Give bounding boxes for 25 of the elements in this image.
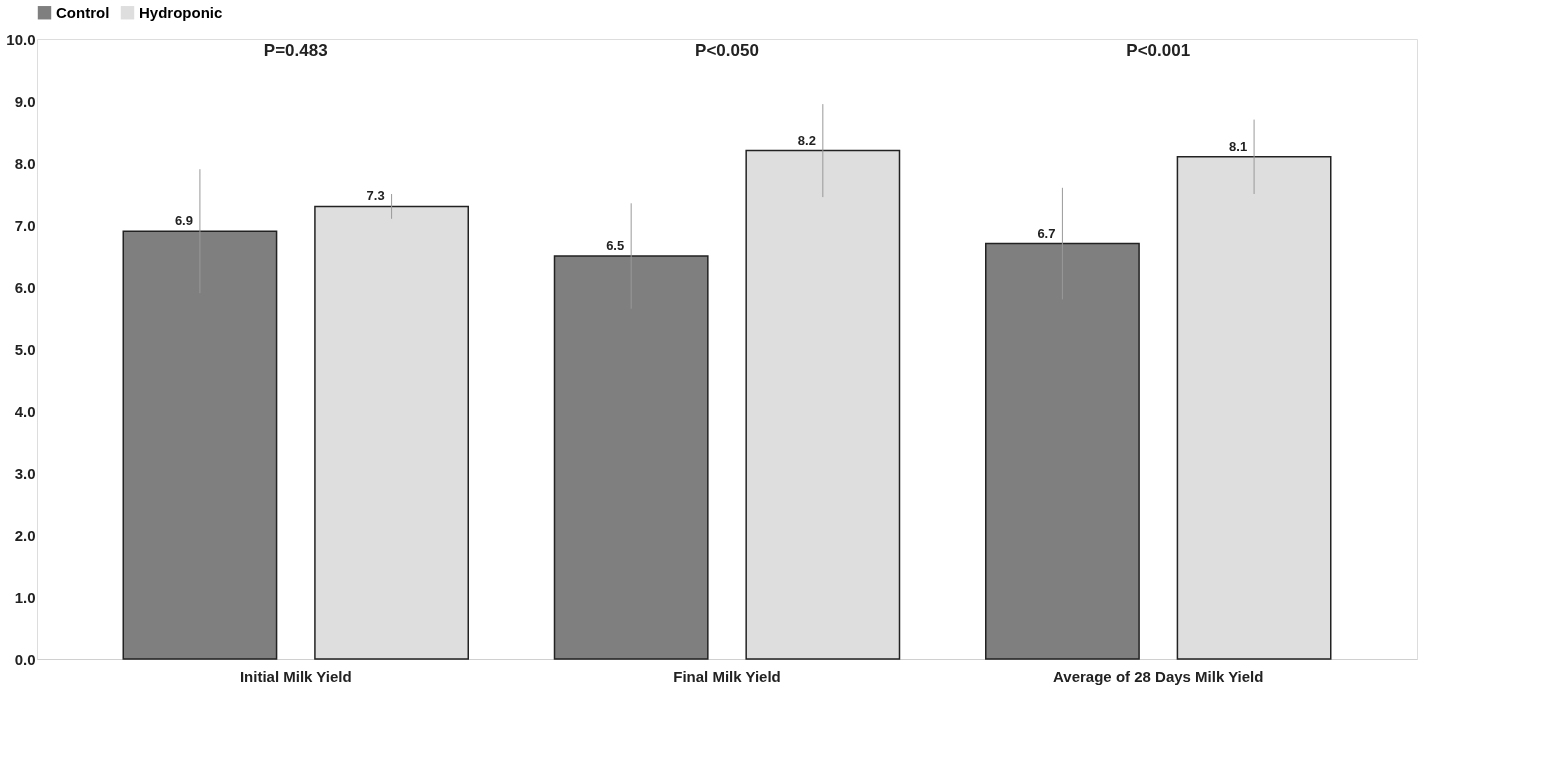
y-tick-label: 8.0	[14, 154, 36, 172]
legend-label: Hydroponic	[139, 3, 223, 21]
data-label: 8.1	[1229, 138, 1248, 154]
annotation: P<0.050	[695, 41, 759, 60]
x-tick-label: Average of 28 Days Milk Yield	[1053, 667, 1264, 685]
y-tick-label: 3.0	[14, 464, 36, 482]
legend-label: Control	[56, 3, 110, 21]
data-label: 7.3	[366, 188, 385, 204]
annotation: P=0.483	[263, 41, 328, 60]
y-tick-label: 4.0	[14, 402, 36, 420]
annotation: P<0.001	[1126, 41, 1191, 60]
y-tick-label: 7.0	[14, 216, 36, 234]
y-tick-label: 10.0	[6, 30, 36, 48]
y-tick-label: 2.0	[14, 526, 36, 544]
y-tick-label: 1.0	[14, 588, 36, 606]
data-label: 8.2	[797, 132, 816, 148]
data-label: 6.5	[606, 238, 625, 253]
y-tick-label: 5.0	[14, 340, 36, 358]
data-label: 6.9	[174, 213, 193, 229]
data-label: 6.7	[1037, 225, 1056, 241]
y-tick-label: 6.0	[14, 278, 36, 296]
x-tick-label: Initial Milk Yield	[239, 667, 352, 685]
y-tick-label: 0.0	[14, 650, 36, 668]
y-tick-label: 9.0	[14, 92, 36, 110]
x-tick-label: Final Milk Yield	[673, 667, 781, 685]
